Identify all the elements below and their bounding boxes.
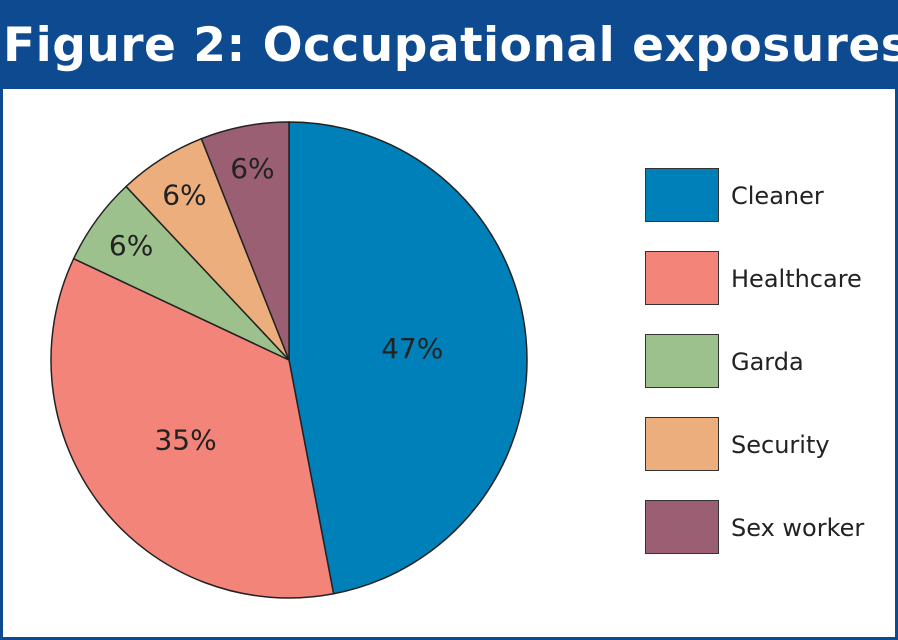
pie-label-cleaner: 47% (381, 332, 443, 365)
legend-item-security: Security (645, 417, 885, 473)
pie-label-healthcare: 35% (154, 424, 216, 457)
legend-label-cleaner: Cleaner (731, 182, 824, 210)
legend: Cleaner Healthcare Garda Security Sex wo… (645, 168, 885, 583)
legend-swatch-healthcare (645, 251, 719, 305)
pie-label-garda: 6% (109, 229, 153, 262)
pie-label-sex-worker: 6% (230, 152, 274, 185)
legend-item-sex-worker: Sex worker (645, 500, 885, 556)
pie-chart: 47% 35% 6% 6% 6% (50, 121, 528, 599)
pie-slice-labels: 47% 35% 6% 6% 6% (109, 152, 443, 457)
legend-swatch-sex-worker (645, 500, 719, 554)
legend-label-healthcare: Healthcare (731, 265, 862, 293)
pie-slice-sex-worker (200, 121, 290, 361)
legend-swatch-security (645, 417, 719, 471)
pie-label-security: 6% (162, 179, 206, 212)
legend-swatch-garda (645, 334, 719, 388)
legend-label-security: Security (731, 431, 830, 459)
pie-slice-cleaner (288, 121, 528, 595)
legend-label-garda: Garda (731, 348, 804, 376)
legend-swatch-cleaner (645, 168, 719, 222)
legend-item-garda: Garda (645, 334, 885, 390)
pie-slice-healthcare (50, 257, 335, 599)
pie-slices (50, 121, 528, 599)
legend-label-sex-worker: Sex worker (731, 514, 865, 542)
legend-item-cleaner: Cleaner (645, 168, 885, 224)
legend-item-healthcare: Healthcare (645, 251, 885, 307)
chart-title: Figure 2: Occupational exposures (3, 3, 898, 89)
